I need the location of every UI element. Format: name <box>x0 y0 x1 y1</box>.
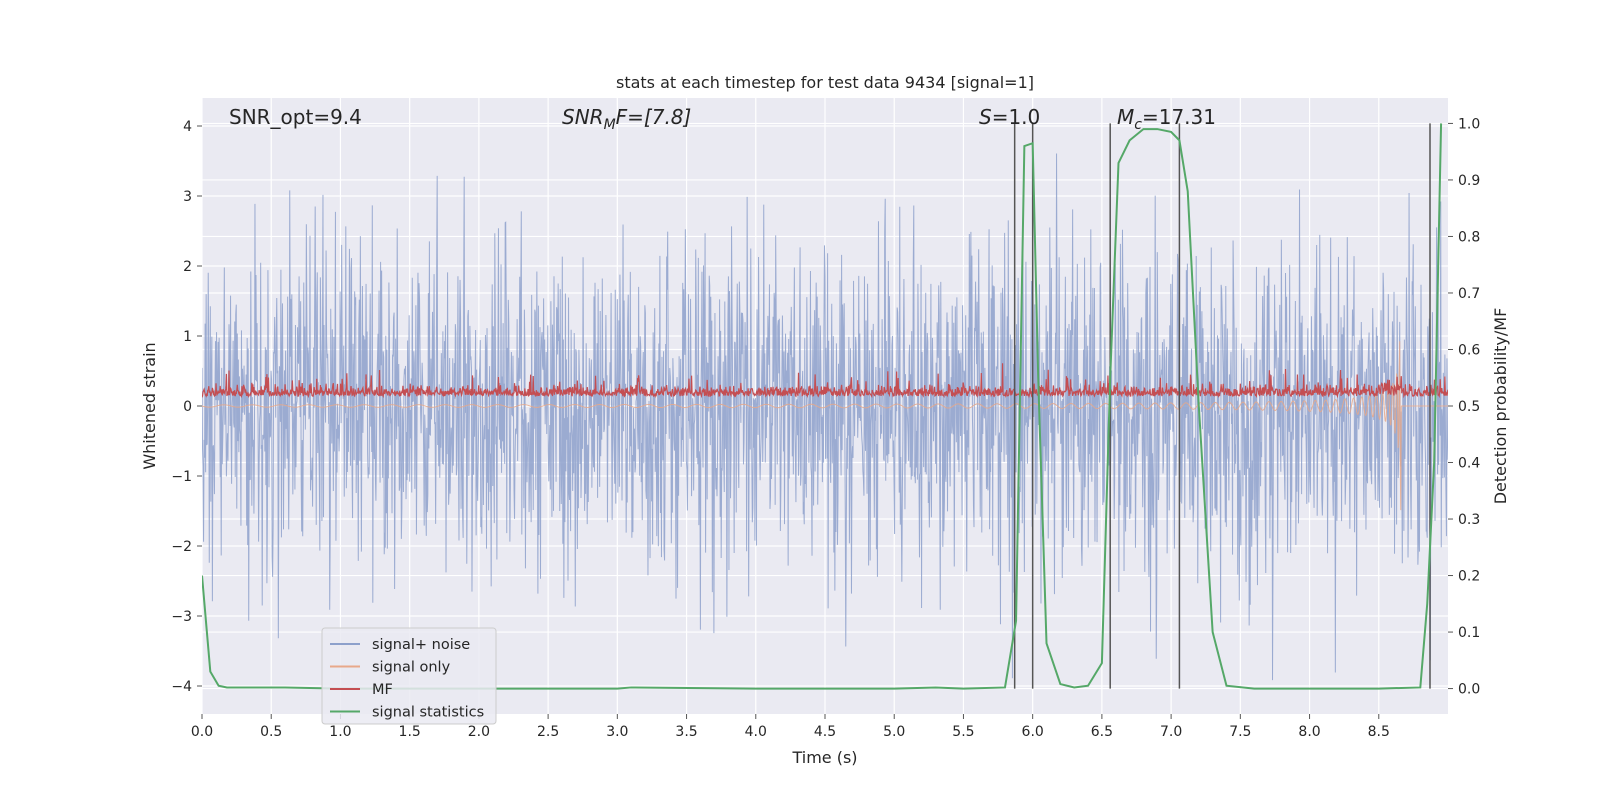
x-tick-label: 0.5 <box>260 724 282 740</box>
y-tick-label: 2 <box>183 259 192 275</box>
y-axis-right: 1.0 0.9 0.8 0.7 0.6 0.5 0.4 0.3 0.2 0.1 0.0 <box>1448 116 1480 698</box>
y-right-tick-label: 0.9 <box>1458 173 1480 189</box>
legend-label: MF <box>372 682 393 698</box>
x-tick-label: 4.5 <box>814 724 836 740</box>
legend-label: signal+ noise <box>372 637 470 653</box>
y-tick-label: −4 <box>171 679 192 695</box>
annotation-mc: Mc=17.31 <box>1117 105 1216 133</box>
y-right-tick-label: 1.0 <box>1458 116 1480 132</box>
x-tick-label: 7.5 <box>1229 724 1251 740</box>
y-right-tick-label: 0.4 <box>1458 456 1480 472</box>
x-tick-label: 2.0 <box>468 724 490 740</box>
y-axis-label: Whitened strain <box>140 342 159 469</box>
x-tick-label: 3.5 <box>675 724 697 740</box>
series-mf <box>202 363 1448 399</box>
x-tick-label: 8.5 <box>1368 724 1390 740</box>
chart-title: stats at each timestep for test data 943… <box>616 73 1034 92</box>
y-right-tick-label: 0.7 <box>1458 286 1480 302</box>
x-tick-label: 5.5 <box>952 724 974 740</box>
annotation-snr-opt: SNR_opt=9.4 <box>229 105 362 129</box>
y-tick-label: 4 <box>183 119 192 135</box>
x-tick-label: 2.5 <box>537 724 559 740</box>
series-signal-only <box>202 341 1448 511</box>
y-tick-label: 3 <box>183 189 192 205</box>
y-right-tick-label: 0.0 <box>1458 682 1480 698</box>
y-tick-label: −2 <box>171 539 192 555</box>
y-right-tick-label: 0.2 <box>1458 569 1480 585</box>
y-tick-label: −1 <box>171 469 192 485</box>
x-axis-label: Time (s) <box>791 748 857 767</box>
x-tick-label: 4.0 <box>745 724 767 740</box>
x-tick-label: 5.0 <box>883 724 905 740</box>
x-tick-label: 3.0 <box>606 724 628 740</box>
x-tick-label: 8.0 <box>1298 724 1320 740</box>
y-right-tick-label: 0.1 <box>1458 625 1480 641</box>
x-tick-label: 1.5 <box>399 724 421 740</box>
annotation-snr-mf: SNRMF=[7.8] <box>562 105 691 133</box>
x-tick-label: 1.0 <box>329 724 351 740</box>
y-axis-right-label: Detection probability/MF <box>1491 308 1510 505</box>
x-tick-label: 6.5 <box>1091 724 1113 740</box>
y-tick-label: 1 <box>183 329 192 345</box>
y-axis-left: 4 3 2 1 0 −1 −2 −3 −4 <box>171 119 202 695</box>
y-right-tick-label: 0.3 <box>1458 512 1480 528</box>
legend: signal+ noise signal only MF signal statist… <box>321 627 497 725</box>
series-signal-plus-noise <box>202 153 1448 681</box>
x-tick-label: 0.0 <box>191 724 213 740</box>
annotation-s: S=1.0 <box>979 105 1040 129</box>
x-tick-label: 7.0 <box>1160 724 1182 740</box>
legend-label: signal statistics <box>372 705 484 721</box>
legend-label: signal only <box>372 660 451 676</box>
y-right-tick-label: 0.8 <box>1458 229 1480 245</box>
y-right-tick-label: 0.6 <box>1458 342 1480 358</box>
y-tick-label: 0 <box>183 399 192 415</box>
y-right-tick-label: 0.5 <box>1458 399 1480 415</box>
y-tick-label: −3 <box>171 609 192 625</box>
x-axis: 0.0 0.5 1.0 1.5 2.0 2.5 3.0 3.5 4.0 4.5 5.0 5.5 6.0 6… <box>191 714 1390 740</box>
x-tick-label: 6.0 <box>1022 724 1044 740</box>
legend-box <box>321 627 497 725</box>
